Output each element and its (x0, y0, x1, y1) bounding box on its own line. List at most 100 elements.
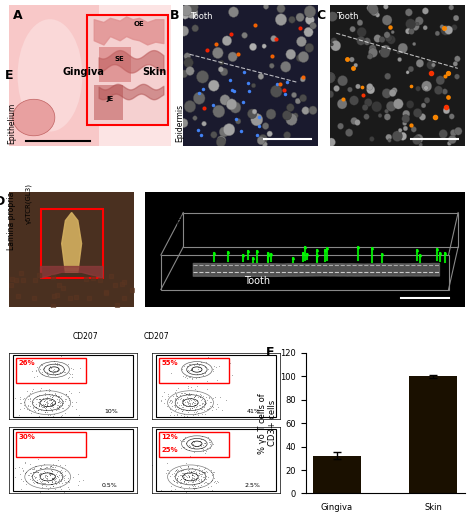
Point (173, 397, 181, 406)
Point (43, 471, 50, 480)
Circle shape (289, 16, 295, 23)
Point (37, 464, 45, 472)
Point (57, 469, 64, 477)
Point (167, 486, 175, 494)
Point (195, 442, 202, 450)
Point (22, 477, 29, 485)
Point (41, 468, 49, 476)
Point (38, 483, 46, 491)
Point (62, 462, 69, 470)
Point (168, 402, 176, 411)
Circle shape (281, 61, 291, 72)
Point (188, 475, 195, 483)
Point (191, 406, 199, 414)
Point (27, 472, 35, 480)
Point (173, 392, 181, 400)
Circle shape (416, 86, 420, 91)
Point (25, 392, 33, 400)
Point (178, 411, 185, 419)
Point (211, 468, 219, 476)
Point (183, 473, 191, 481)
Point (182, 439, 190, 448)
Circle shape (292, 113, 298, 119)
Point (43, 370, 50, 378)
Point (47, 469, 55, 478)
Point (182, 390, 190, 398)
Circle shape (219, 67, 224, 72)
Point (210, 470, 217, 478)
Point (190, 493, 198, 501)
Point (32, 462, 40, 470)
Point (206, 437, 214, 446)
Point (186, 399, 193, 408)
Point (48, 406, 56, 414)
Point (194, 473, 201, 482)
Point (191, 405, 199, 413)
Circle shape (193, 92, 205, 104)
Point (190, 478, 197, 486)
Point (46, 396, 54, 405)
Point (49, 463, 57, 471)
Point (185, 399, 193, 408)
Point (36, 464, 44, 472)
Point (50, 368, 58, 376)
Point (201, 398, 209, 407)
Point (179, 406, 187, 414)
Circle shape (387, 35, 395, 44)
Point (175, 403, 182, 412)
Circle shape (388, 139, 391, 142)
Point (203, 480, 210, 488)
Point (68, 370, 76, 378)
Point (172, 405, 180, 413)
Point (53, 405, 61, 413)
Point (48, 407, 56, 415)
Point (184, 366, 192, 374)
Point (48, 413, 56, 421)
Point (185, 406, 193, 414)
Point (41, 408, 48, 416)
Point (55, 402, 63, 411)
Circle shape (327, 90, 334, 98)
Point (49, 400, 56, 409)
Circle shape (413, 108, 422, 117)
Point (64, 360, 72, 368)
Point (174, 405, 182, 413)
Point (31, 472, 38, 481)
Point (176, 479, 184, 487)
Point (185, 396, 192, 404)
Point (201, 449, 209, 457)
Point (51, 399, 59, 407)
Point (41, 397, 48, 405)
Point (33, 372, 41, 380)
Point (46, 463, 54, 471)
Point (188, 471, 196, 479)
Point (54, 405, 62, 413)
Point (48, 400, 55, 408)
Circle shape (184, 53, 191, 60)
Point (202, 399, 210, 407)
Point (199, 405, 206, 413)
Circle shape (452, 24, 457, 30)
Point (44, 398, 51, 407)
Point (166, 397, 174, 405)
Point (177, 478, 185, 486)
Point (173, 475, 181, 483)
Point (196, 403, 203, 412)
Point (45, 385, 53, 393)
Circle shape (258, 135, 267, 144)
Point (36, 464, 44, 472)
Point (31, 462, 39, 470)
Circle shape (422, 8, 428, 14)
Circle shape (202, 121, 206, 126)
Point (177, 401, 185, 409)
Point (228, 371, 236, 379)
Point (48, 470, 56, 479)
Point (55, 405, 63, 413)
Point (192, 470, 200, 479)
Text: SE: SE (115, 57, 125, 62)
Point (200, 473, 207, 482)
Point (65, 369, 73, 377)
Point (177, 474, 185, 483)
Point (184, 462, 192, 470)
Point (185, 368, 192, 376)
